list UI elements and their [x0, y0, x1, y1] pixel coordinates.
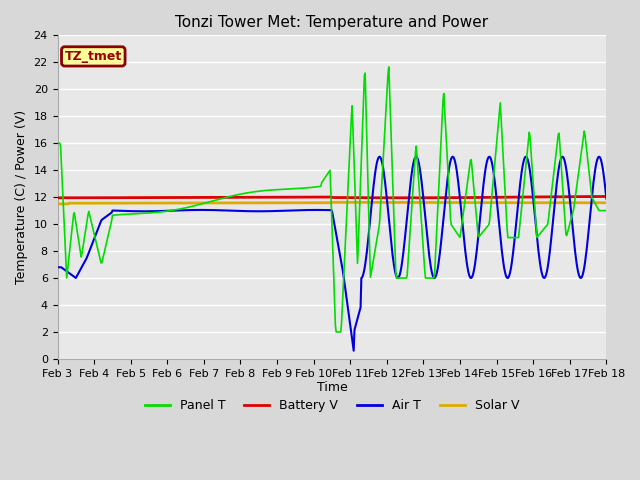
Panel T: [176, 206, 184, 212]
Battery V: [176, 194, 184, 200]
Line: Air T: Air T: [58, 156, 606, 351]
Solar V: [399, 200, 407, 205]
X-axis label: Time: Time: [317, 382, 348, 395]
Battery V: [120, 195, 128, 201]
Title: Tonzi Tower Met: Temperature and Power: Tonzi Tower Met: Temperature and Power: [175, 15, 488, 30]
Air T: [416, 168, 424, 173]
Air T: [120, 208, 128, 214]
Air T: [63, 269, 71, 275]
Solar V: [415, 200, 423, 205]
Text: TZ_tmet: TZ_tmet: [65, 50, 122, 63]
Air T: [176, 207, 184, 213]
Panel T: [602, 208, 610, 214]
Panel T: [54, 140, 61, 146]
Solar V: [120, 200, 128, 206]
Battery V: [415, 195, 422, 201]
Panel T: [416, 199, 424, 205]
Panel T: [205, 199, 212, 205]
Panel T: [120, 212, 128, 217]
Battery V: [63, 195, 71, 201]
Line: Panel T: Panel T: [58, 67, 606, 332]
Panel T: [400, 275, 408, 281]
Solar V: [602, 200, 610, 205]
Panel T: [385, 64, 393, 70]
Y-axis label: Temperature (C) / Power (V): Temperature (C) / Power (V): [15, 110, 28, 284]
Panel T: [332, 329, 340, 335]
Battery V: [602, 193, 610, 199]
Solar V: [328, 199, 336, 205]
Air T: [602, 196, 610, 202]
Air T: [205, 207, 212, 213]
Line: Battery V: Battery V: [58, 196, 606, 198]
Air T: [54, 264, 61, 270]
Air T: [400, 243, 408, 249]
Solar V: [63, 201, 71, 207]
Battery V: [54, 195, 61, 201]
Air T: [350, 348, 358, 354]
Solar V: [54, 201, 61, 207]
Air T: [376, 154, 383, 159]
Solar V: [176, 200, 184, 206]
Battery V: [399, 195, 406, 201]
Line: Solar V: Solar V: [58, 202, 606, 204]
Legend: Panel T, Battery V, Air T, Solar V: Panel T, Battery V, Air T, Solar V: [140, 395, 524, 418]
Panel T: [63, 268, 71, 274]
Battery V: [205, 194, 212, 200]
Solar V: [205, 200, 212, 206]
